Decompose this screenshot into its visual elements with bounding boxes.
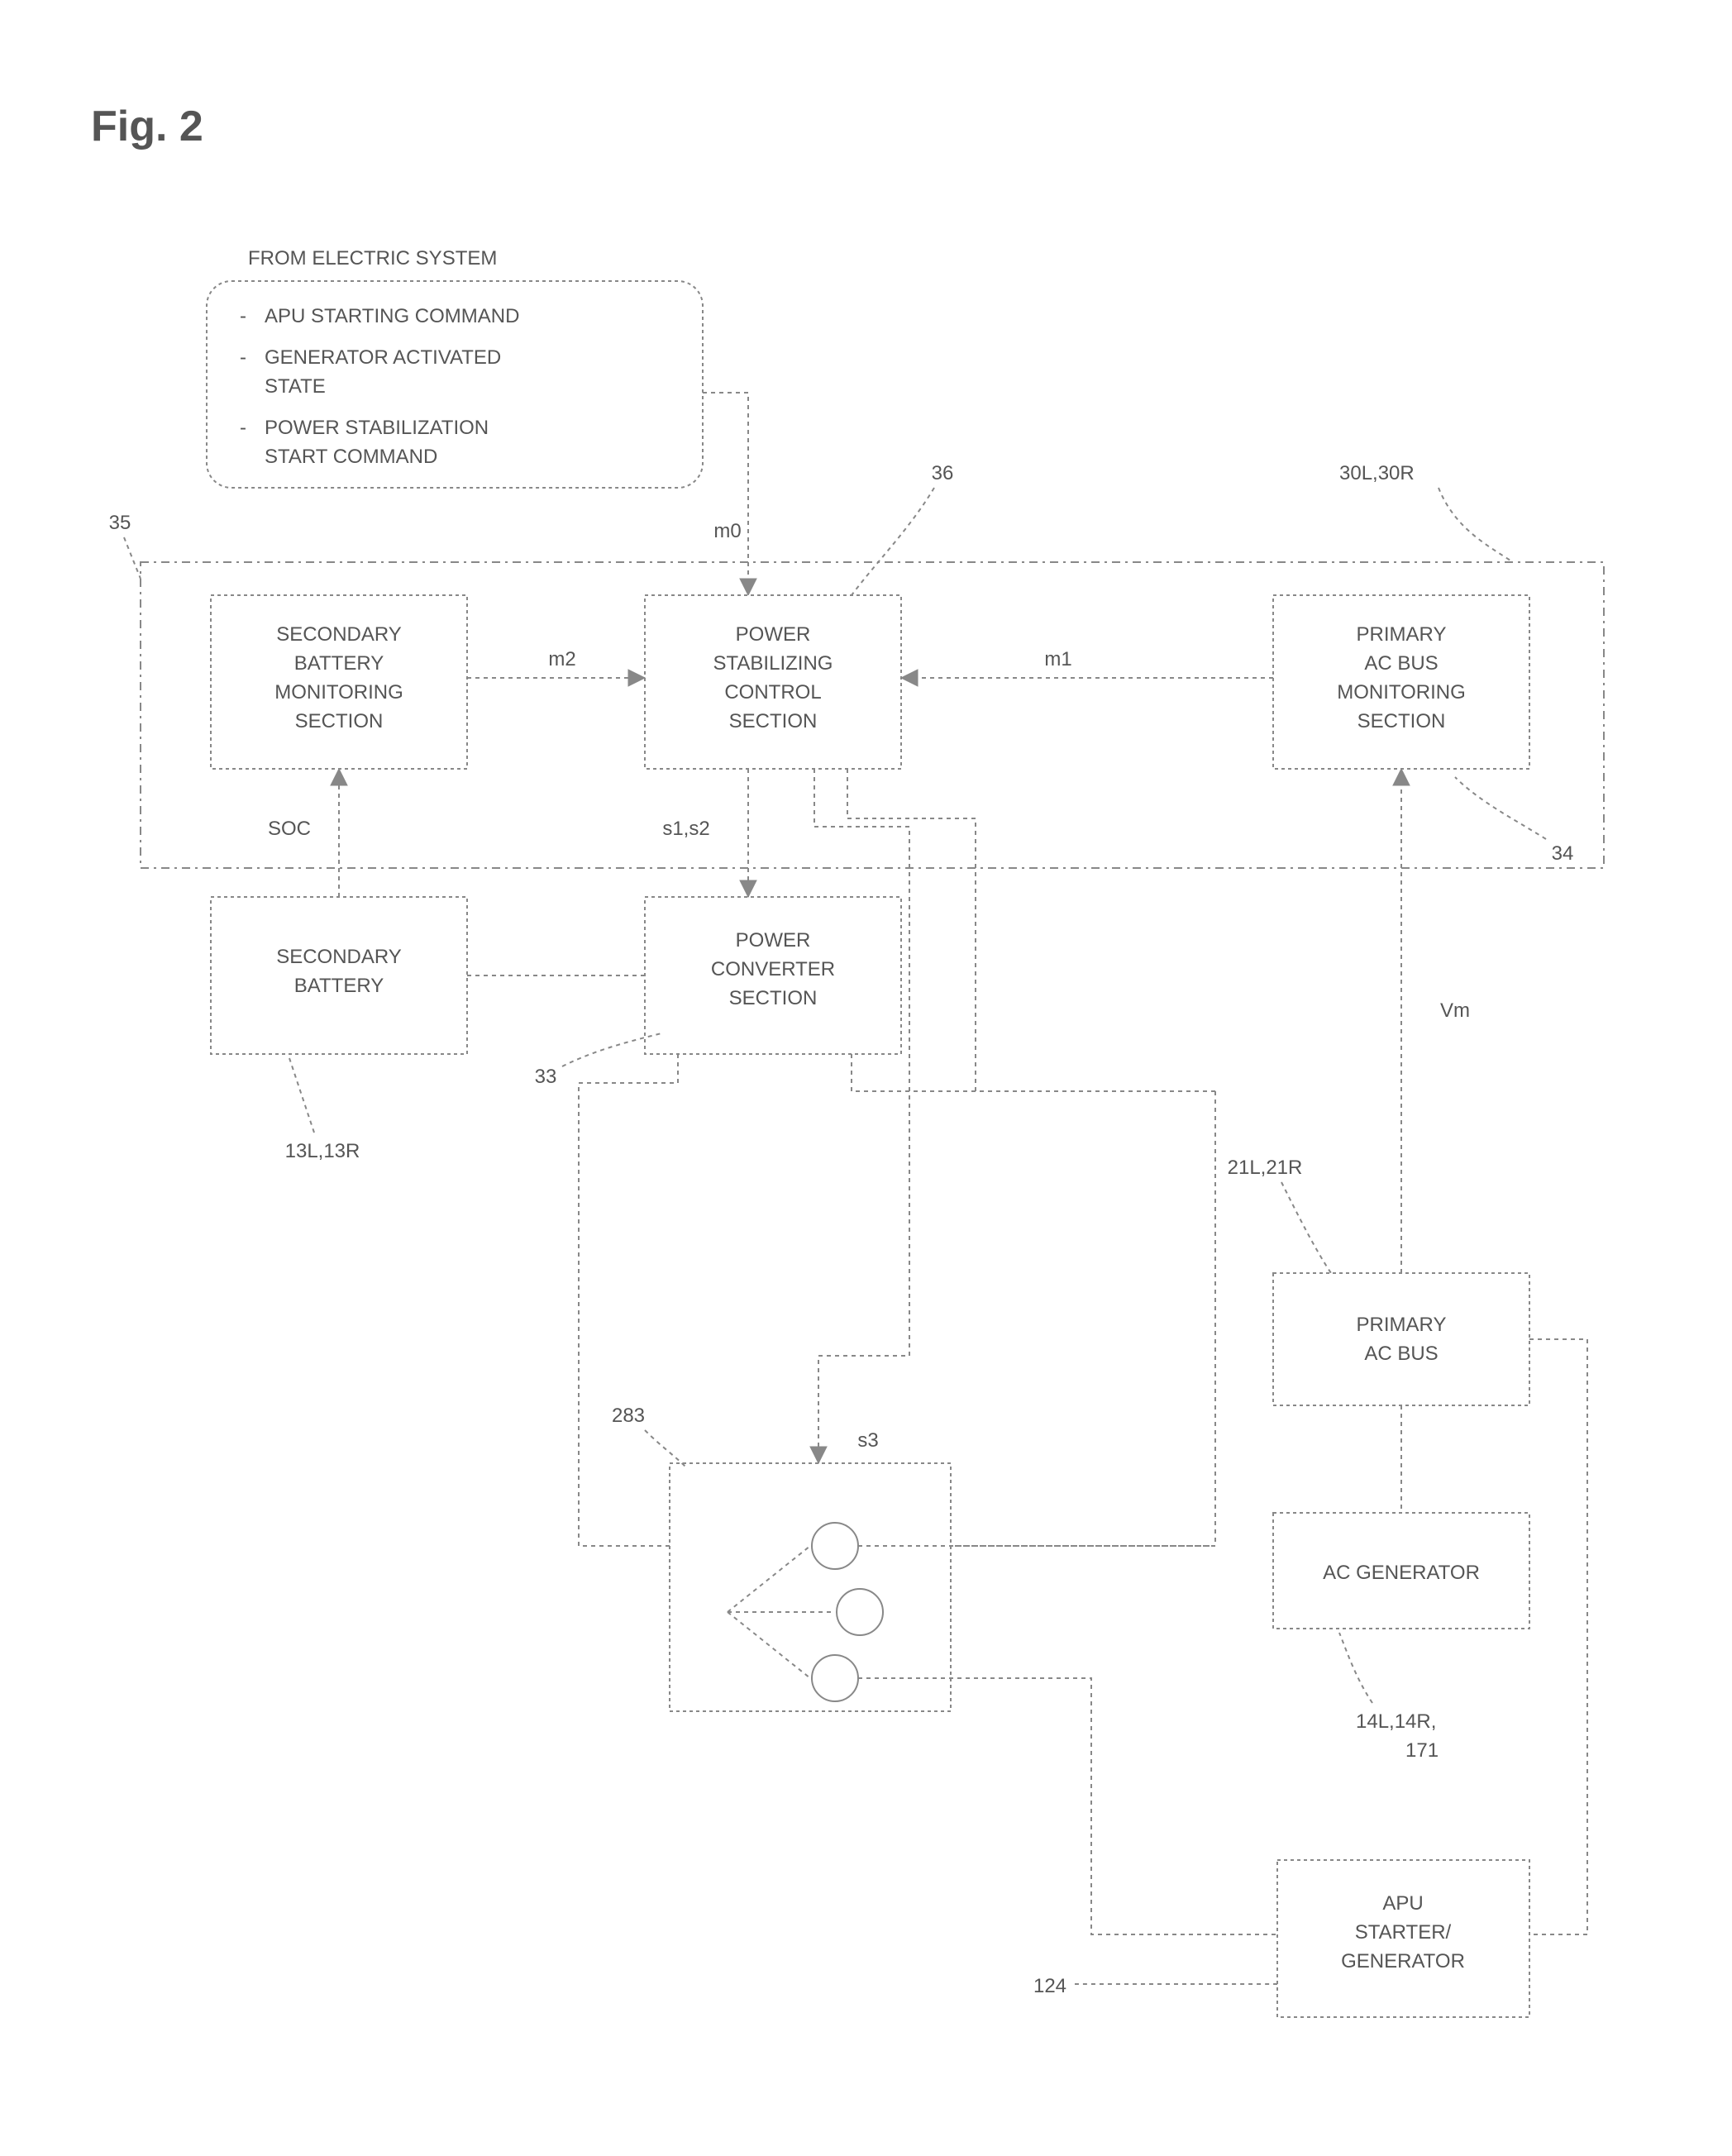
- figure-label: Fig. 2: [91, 103, 203, 150]
- block-switch: [670, 1463, 951, 1711]
- ref-33: 33: [535, 1066, 557, 1088]
- arrow-vm: [1393, 769, 1410, 785]
- leader-21lr: [1281, 1182, 1331, 1273]
- line-s3: [814, 769, 909, 1463]
- pacm-l1: PRIMARY: [1357, 623, 1447, 646]
- leader-34: [1455, 777, 1546, 839]
- pconv-l2: CONVERTER: [711, 958, 835, 980]
- ref-21lr: 21L,21R: [1228, 1157, 1303, 1179]
- arrow-m2: [628, 670, 645, 686]
- signal-s3: s3: [857, 1429, 878, 1452]
- secbatt-l1: SECONDARY: [276, 946, 402, 968]
- arrow-soc: [331, 769, 347, 785]
- input-box-title: FROM ELECTRIC SYSTEM: [248, 247, 497, 270]
- line-pconv-right-tie: [852, 1054, 976, 1091]
- line-pconv-switch-left: [579, 1054, 678, 1546]
- signal-m1: m1: [1044, 648, 1071, 670]
- input-item-2-dash: -: [240, 417, 246, 439]
- line-m0: [703, 393, 748, 595]
- signal-s1s2: s1,s2: [662, 818, 709, 840]
- ref-35: 35: [109, 512, 131, 534]
- pacm-l3: MONITORING: [1337, 681, 1466, 704]
- input-item-1a: GENERATOR ACTIVATED: [265, 346, 501, 369]
- diagram-canvas: Fig. 2 FROM ELECTRIC SYSTEM - APU STARTI…: [0, 0, 1732, 2156]
- ref-14lr-a: 14L,14R,: [1356, 1710, 1436, 1733]
- arrow-s1s2: [740, 880, 756, 897]
- pab-l1: PRIMARY: [1357, 1314, 1447, 1336]
- psc-l1: POWER: [736, 623, 811, 646]
- ref-34: 34: [1552, 842, 1574, 865]
- line-right-bus: [1529, 1339, 1587, 1934]
- input-item-1-dash: -: [240, 346, 246, 369]
- leader-283: [645, 1430, 686, 1467]
- arrow-m1: [901, 670, 918, 686]
- input-item-0: APU STARTING COMMAND: [265, 305, 519, 327]
- apusg-l1: APU: [1382, 1892, 1423, 1915]
- input-item-2b: START COMMAND: [265, 446, 437, 468]
- psc-l2: STABILIZING: [713, 652, 833, 675]
- line-right-to-switch: [951, 1091, 1215, 1546]
- ref-283: 283: [612, 1405, 645, 1427]
- ref-36: 36: [932, 462, 954, 484]
- line-psc-right: [847, 769, 1215, 1091]
- apusg-l3: GENERATOR: [1341, 1950, 1465, 1972]
- leader-13lr: [289, 1058, 314, 1133]
- ref-124: 124: [1033, 1975, 1066, 1997]
- input-item-2a: POWER STABILIZATION: [265, 417, 489, 439]
- input-item-0-dash: -: [240, 305, 246, 327]
- pacm-l2: AC BUS: [1364, 652, 1438, 675]
- input-item-1b: STATE: [265, 375, 326, 398]
- apusg-l2: STARTER/: [1355, 1921, 1452, 1944]
- pab-l2: AC BUS: [1364, 1343, 1438, 1365]
- sec-batt-mon-l3: MONITORING: [274, 681, 403, 704]
- leader-36: [852, 488, 934, 595]
- leader-35: [124, 537, 141, 579]
- acgen-l1: AC GENERATOR: [1323, 1562, 1480, 1584]
- sec-batt-mon-l2: BATTERY: [294, 652, 384, 675]
- psc-l3: CONTROL: [724, 681, 821, 704]
- pconv-l1: POWER: [736, 929, 811, 952]
- pconv-l3: SECTION: [729, 987, 818, 1009]
- line-switch-apu: [858, 1678, 1277, 1934]
- leader-14lr: [1339, 1633, 1372, 1703]
- signal-m2: m2: [548, 648, 575, 670]
- block-pri-ac-bus: [1273, 1273, 1529, 1405]
- signal-m0: m0: [713, 520, 741, 542]
- pacm-l4: SECTION: [1357, 710, 1446, 732]
- ref-30lr: 30L,30R: [1339, 462, 1415, 484]
- arrow-s3: [810, 1447, 827, 1463]
- signal-soc: SOC: [268, 818, 311, 840]
- signal-vm: Vm: [1440, 999, 1470, 1022]
- sec-batt-mon-l4: SECTION: [295, 710, 384, 732]
- leader-30lr: [1439, 488, 1513, 562]
- ref-14lr-b: 171: [1405, 1739, 1439, 1762]
- sec-batt-mon-l1: SECONDARY: [276, 623, 402, 646]
- secbatt-l2: BATTERY: [294, 975, 384, 997]
- psc-l4: SECTION: [729, 710, 818, 732]
- arrow-m0: [740, 579, 756, 595]
- ref-13lr: 13L,13R: [285, 1140, 360, 1162]
